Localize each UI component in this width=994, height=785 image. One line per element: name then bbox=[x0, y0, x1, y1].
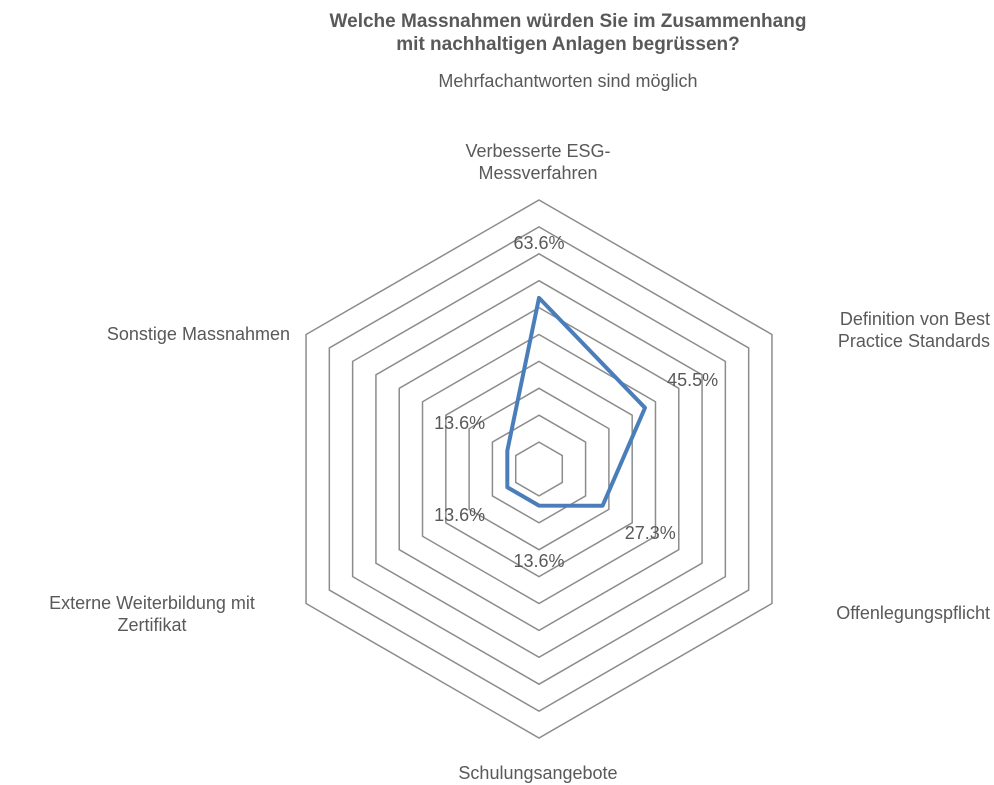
grid-ring bbox=[351, 252, 727, 686]
data-label: 45.5% bbox=[667, 370, 719, 391]
grid-ring bbox=[445, 360, 633, 578]
axis-label: Sonstige Massnahmen bbox=[106, 324, 290, 344]
axis-label: Verbesserte ESG- Messverfahren bbox=[465, 141, 611, 183]
data-label: 13.6% bbox=[513, 550, 565, 571]
grid-ring bbox=[421, 333, 657, 605]
grid-ring bbox=[375, 279, 703, 659]
data-line bbox=[505, 295, 647, 508]
axis-label: Definition von Best Practice Standards bbox=[837, 309, 990, 351]
data-label: 13.6% bbox=[434, 504, 486, 525]
grid-ring bbox=[468, 387, 610, 551]
grid-ring bbox=[328, 226, 750, 712]
chart-subtitle: Mehrfachantworten sind möglich bbox=[438, 71, 698, 91]
chart-title: Welche Massnahmen würden Sie im Zusammen… bbox=[329, 11, 807, 55]
grid-ring bbox=[491, 414, 587, 524]
axis-label: Offenlegungspflicht bbox=[836, 603, 990, 623]
grid-ring bbox=[305, 199, 773, 739]
data-label: 13.6% bbox=[434, 413, 486, 434]
grid-ring bbox=[398, 306, 680, 632]
data-label: 63.6% bbox=[513, 232, 565, 253]
axis-label: Externe Weiterbildung mit Zertifikat bbox=[49, 593, 255, 635]
data-label: 27.3% bbox=[624, 523, 676, 544]
axis-label: Schulungsangebote bbox=[458, 763, 618, 783]
grid-ring bbox=[514, 441, 564, 497]
